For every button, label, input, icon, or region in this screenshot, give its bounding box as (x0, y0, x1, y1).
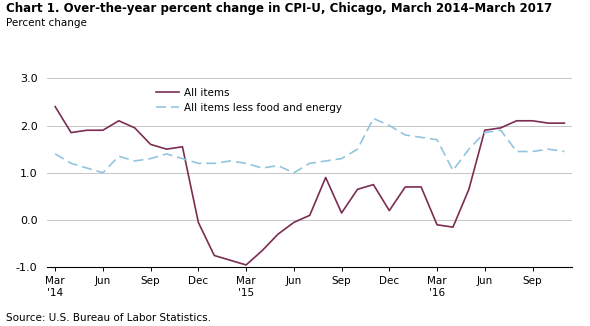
All items less food and energy (99, 171, 106, 175)
All items (51, 105, 58, 109)
All items (529, 119, 536, 123)
All items (386, 209, 393, 213)
All items less food and energy (227, 159, 234, 163)
All items (370, 183, 377, 186)
All items (402, 185, 409, 189)
All items less food and energy (434, 138, 441, 142)
All items (99, 128, 106, 132)
All items (354, 187, 361, 191)
All items (466, 187, 473, 191)
Line: All items less food and energy: All items less food and energy (55, 118, 565, 173)
All items less food and energy (545, 147, 552, 151)
All items less food and energy (338, 157, 345, 161)
All items (513, 119, 520, 123)
All items (290, 220, 297, 224)
All items less food and energy (211, 161, 218, 165)
All items less food and energy (561, 150, 568, 154)
All items less food and energy (242, 161, 250, 165)
All items less food and energy (163, 152, 170, 156)
All items (497, 126, 504, 130)
All items (211, 254, 218, 258)
All items (131, 126, 138, 130)
All items less food and energy (466, 147, 473, 151)
All items less food and energy (450, 169, 457, 172)
All items less food and energy (418, 135, 425, 139)
All items less food and energy (402, 133, 409, 137)
Text: Source: U.S. Bureau of Labor Statistics.: Source: U.S. Bureau of Labor Statistics. (6, 313, 211, 323)
All items (306, 214, 313, 217)
All items less food and energy (354, 147, 361, 151)
All items less food and energy (131, 159, 138, 163)
All items (83, 128, 90, 132)
Legend: All items, All items less food and energy: All items, All items less food and energ… (152, 83, 346, 117)
All items less food and energy (83, 166, 90, 170)
All items less food and energy (370, 116, 377, 120)
All items (450, 225, 457, 229)
All items (418, 185, 425, 189)
Text: Chart 1. Over-the-year percent change in CPI-U, Chicago, March 2014–March 2017: Chart 1. Over-the-year percent change in… (6, 2, 552, 15)
All items (274, 232, 281, 236)
All items (545, 121, 552, 125)
All items (179, 145, 186, 149)
All items less food and energy (513, 150, 520, 154)
All items less food and energy (322, 159, 329, 163)
All items (322, 175, 329, 179)
All items less food and energy (481, 131, 489, 135)
All items less food and energy (258, 166, 266, 170)
All items less food and energy (67, 161, 74, 165)
All items (115, 119, 122, 123)
All items less food and energy (115, 154, 122, 158)
All items (561, 121, 568, 125)
All items (227, 258, 234, 262)
All items less food and energy (386, 124, 393, 127)
Line: All items: All items (55, 107, 565, 265)
All items less food and energy (147, 157, 154, 161)
All items (242, 263, 250, 267)
All items less food and energy (497, 128, 504, 132)
All items (147, 142, 154, 146)
All items (258, 249, 266, 253)
All items less food and energy (274, 164, 281, 168)
All items less food and energy (529, 150, 536, 154)
Text: Percent change: Percent change (6, 18, 87, 28)
All items less food and energy (306, 161, 313, 165)
All items (195, 220, 202, 224)
All items (434, 223, 441, 227)
All items (67, 131, 74, 135)
All items less food and energy (290, 171, 297, 175)
All items less food and energy (195, 161, 202, 165)
All items less food and energy (179, 157, 186, 161)
All items (338, 211, 345, 215)
All items (481, 128, 489, 132)
All items less food and energy (51, 152, 58, 156)
All items (163, 147, 170, 151)
